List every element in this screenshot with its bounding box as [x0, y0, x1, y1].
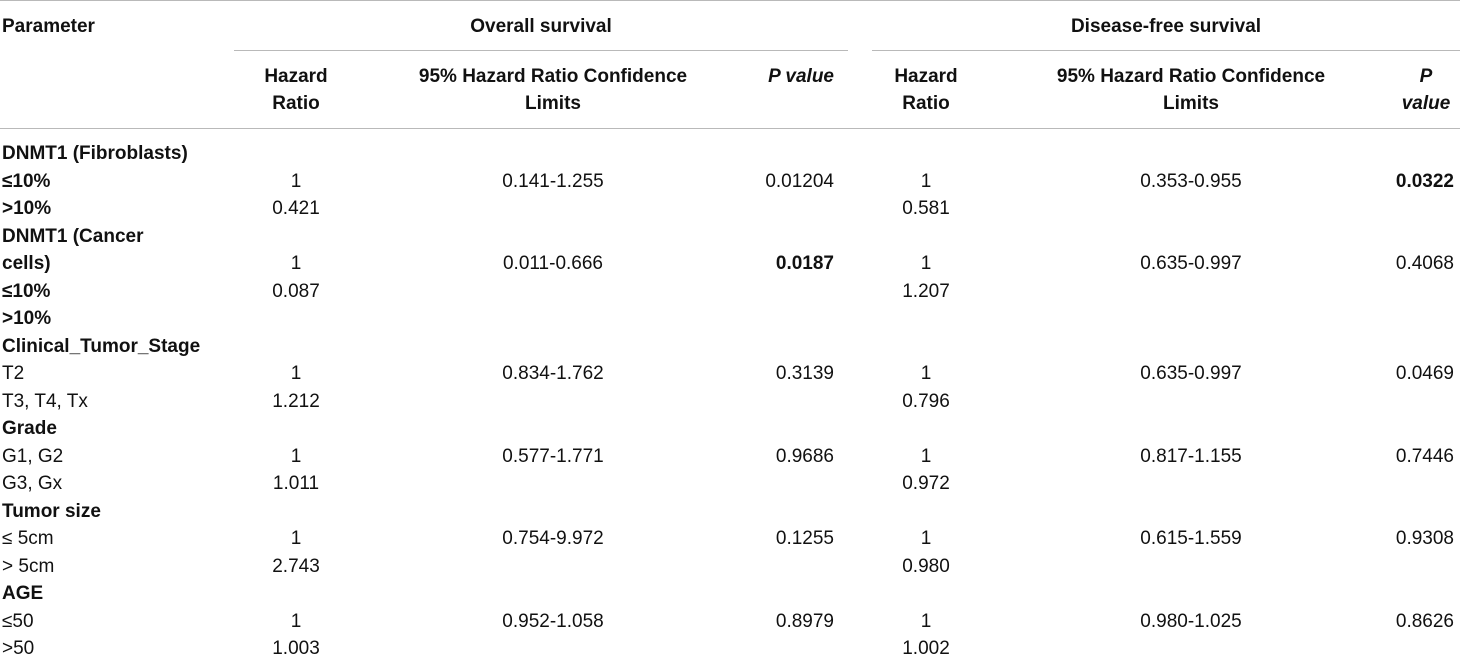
cell-dfs-p: 0.8626 — [1356, 608, 1454, 635]
table-top-rule — [0, 0, 1460, 1]
cell-label: DNMT1 (Cancer — [2, 223, 232, 250]
cell-label: Tumor size — [2, 498, 232, 525]
cell-os-p: 0.1255 — [738, 525, 834, 552]
cell-dfs-hr: 1 — [872, 443, 980, 470]
header-parameter: Parameter — [2, 13, 95, 40]
cell-dfs-hr: 1.002 — [872, 635, 980, 662]
overall-survival-rule — [234, 50, 848, 51]
cell-dfs-hr: 0.796 — [872, 388, 980, 415]
cell-dfs-p: 0.4068 — [1356, 250, 1454, 277]
header-os-p-value: P value — [738, 63, 834, 90]
cell-label: >50 — [2, 635, 232, 662]
header-bottom-rule — [0, 128, 1460, 129]
header-os-hazard-ratio: Hazard Ratio — [234, 63, 358, 117]
cell-dfs-hr: 1 — [872, 608, 980, 635]
cell-dfs-ci: 0.635-0.997 — [1016, 250, 1366, 277]
cell-os-p: 0.9686 — [738, 443, 834, 470]
cell-os-hr: 1 — [234, 168, 358, 195]
cell-os-p: 0.01204 — [738, 168, 834, 195]
cell-label: G1, G2 — [2, 443, 232, 470]
cell-label: cells) — [2, 250, 232, 277]
cell-os-hr: 1 — [234, 250, 358, 277]
cell-dfs-hr: 0.972 — [872, 470, 980, 497]
cell-dfs-p: 0.0469 — [1356, 360, 1454, 387]
cell-dfs-hr: 1 — [872, 168, 980, 195]
cell-os-hr: 1 — [234, 525, 358, 552]
cell-dfs-p: 0.0322 — [1356, 168, 1454, 195]
cell-os-hr: 1.212 — [234, 388, 358, 415]
cell-dfs-ci: 0.615-1.559 — [1016, 525, 1366, 552]
cell-label: AGE — [2, 580, 232, 607]
cell-label: > 5cm — [2, 553, 232, 580]
cell-dfs-ci: 0.353-0.955 — [1016, 168, 1366, 195]
cell-os-hr: 0.421 — [234, 195, 358, 222]
header-dfs-p-value: P value — [1392, 63, 1460, 117]
cell-dfs-hr: 1 — [872, 360, 980, 387]
cell-os-ci: 0.834-1.762 — [378, 360, 728, 387]
cell-os-p: 0.3139 — [738, 360, 834, 387]
cell-label: G3, Gx — [2, 470, 232, 497]
cell-os-ci: 0.754-9.972 — [378, 525, 728, 552]
cell-label: >10% — [2, 195, 232, 222]
header-disease-free-survival: Disease-free survival — [872, 13, 1460, 40]
cell-dfs-hr: 1.207 — [872, 278, 980, 305]
cell-label: T3, T4, Tx — [2, 388, 232, 415]
cell-os-hr: 2.743 — [234, 553, 358, 580]
cell-os-hr: 0.087 — [234, 278, 358, 305]
cell-os-ci: 0.577-1.771 — [378, 443, 728, 470]
cell-os-p: 0.8979 — [738, 608, 834, 635]
cell-dfs-p: 0.9308 — [1356, 525, 1454, 552]
cell-dfs-p: 0.7446 — [1356, 443, 1454, 470]
cell-os-hr: 1 — [234, 443, 358, 470]
cell-dfs-ci: 0.635-0.997 — [1016, 360, 1366, 387]
cell-os-hr: 1 — [234, 360, 358, 387]
cell-os-hr: 1.011 — [234, 470, 358, 497]
cell-os-ci: 0.141-1.255 — [378, 168, 728, 195]
cell-dfs-hr: 0.581 — [872, 195, 980, 222]
cell-label: >10% — [2, 305, 232, 332]
header-dfs-ci: 95% Hazard Ratio Confidence Limits — [1016, 63, 1366, 117]
cell-label: ≤10% — [2, 168, 232, 195]
cell-dfs-ci: 0.980-1.025 — [1016, 608, 1366, 635]
cell-label: Clinical_Tumor_Stage — [2, 333, 232, 360]
cell-label: ≤50 — [2, 608, 232, 635]
cell-dfs-ci: 0.817-1.155 — [1016, 443, 1366, 470]
header-overall-survival: Overall survival — [234, 13, 848, 40]
cell-label: ≤ 5cm — [2, 525, 232, 552]
cell-dfs-hr: 0.980 — [872, 553, 980, 580]
cell-label: Grade — [2, 415, 232, 442]
header-os-ci: 95% Hazard Ratio Confidence Limits — [378, 63, 728, 117]
cell-os-ci: 0.952-1.058 — [378, 608, 728, 635]
cell-os-hr: 1 — [234, 608, 358, 635]
cell-label: DNMT1 (Fibroblasts) — [2, 140, 232, 167]
cell-os-ci: 0.011-0.666 — [378, 250, 728, 277]
cell-dfs-hr: 1 — [872, 525, 980, 552]
cell-os-p: 0.0187 — [738, 250, 834, 277]
cell-dfs-hr: 1 — [872, 250, 980, 277]
cell-label: T2 — [2, 360, 232, 387]
header-dfs-hazard-ratio: Hazard Ratio — [872, 63, 980, 117]
disease-free-survival-rule — [872, 50, 1460, 51]
cell-os-hr: 1.003 — [234, 635, 358, 662]
cell-label: ≤10% — [2, 278, 232, 305]
